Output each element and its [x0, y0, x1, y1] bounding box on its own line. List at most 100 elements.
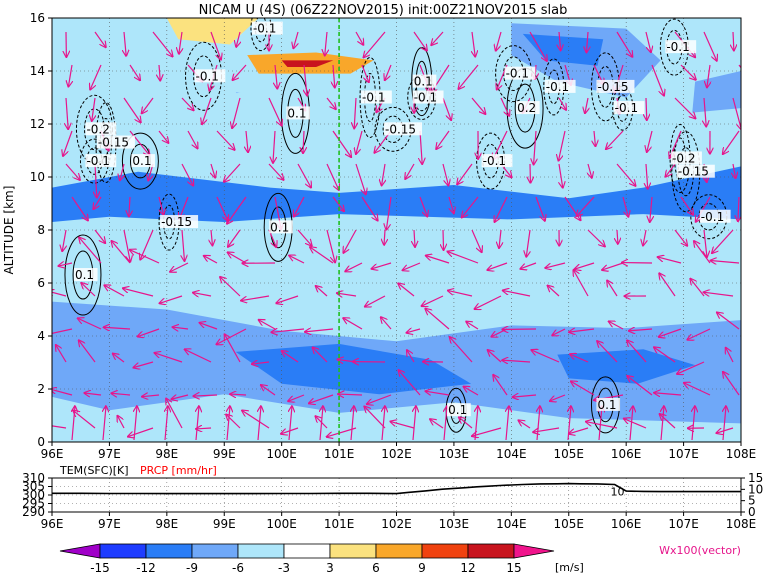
wind-vector [199, 323, 218, 330]
wind-vector [585, 97, 588, 113]
wind-vector [129, 196, 130, 217]
wind-vector [559, 163, 563, 188]
wind-vector [343, 229, 357, 253]
contour-label-bg [85, 122, 117, 136]
wind-vector [659, 414, 676, 429]
wind-vector [674, 229, 687, 246]
wind-vector [124, 31, 126, 56]
wind-vector [361, 196, 378, 221]
y-tick-label: 8 [37, 223, 45, 237]
wind-vector [413, 406, 416, 441]
contour-label-bg [699, 209, 731, 223]
wind-vector [502, 360, 531, 362]
wind-vector [181, 163, 193, 186]
wind-vector [103, 327, 131, 329]
wind-vector [79, 340, 96, 363]
surface-x-tick-label: 107E [668, 517, 699, 531]
contour-label-bg [85, 154, 117, 168]
wind-vector [471, 97, 486, 114]
wind-vector [443, 229, 444, 250]
wind-vector [616, 163, 636, 186]
wind-vector [142, 395, 160, 397]
wind-vector [303, 130, 304, 153]
wind-vector [92, 97, 95, 121]
wind-vector [111, 393, 131, 395]
contour-line [64, 234, 102, 316]
shaded-region [235, 343, 472, 395]
wind-vector [463, 386, 479, 396]
wind-vector [216, 130, 235, 150]
contour-line [121, 132, 159, 190]
contour-label-bg [96, 135, 135, 149]
wind-vector [158, 130, 169, 143]
contour-label-bg [516, 101, 540, 115]
wind-vector [680, 64, 696, 80]
wind-vector [228, 229, 241, 247]
y-tick-label: 16 [30, 11, 45, 25]
colorbar-box [329, 543, 377, 559]
colorbar-box [145, 543, 193, 559]
surface-x-tick-label: 97E [98, 517, 121, 531]
wind-vector [364, 406, 386, 429]
wind-vector [129, 64, 140, 80]
wind-vector [431, 64, 450, 93]
wind-vector [316, 286, 328, 297]
wind-vector [474, 295, 502, 309]
wind-vector [607, 280, 618, 297]
surface-right-tick-label: 10 [748, 482, 763, 496]
wind-vector [421, 295, 444, 306]
surface-x-tick-label: 100E [266, 517, 297, 531]
wind-vector [226, 414, 241, 429]
colorbar-label: -12 [136, 561, 156, 575]
wind-vector [297, 163, 311, 188]
shaded-region [281, 60, 334, 67]
wind-vector [72, 406, 75, 441]
surface-x-tick-label: 105E [554, 517, 585, 531]
wind-vector [52, 291, 67, 297]
wind-vector [288, 394, 305, 401]
wind-vector [224, 163, 241, 182]
wind-vector [450, 337, 473, 363]
contour-label-bg [194, 69, 226, 83]
wind-vector [658, 328, 682, 337]
wind-vector [210, 31, 221, 60]
wind-vector [444, 406, 447, 441]
wind-vector [677, 361, 705, 374]
wind-vector [609, 321, 624, 330]
contour-label: -0.15 [161, 215, 192, 229]
wind-vector [381, 317, 392, 330]
contour-label-bg [447, 403, 471, 417]
colorbar-label: 3 [326, 561, 334, 575]
x-tick-label: 102E [381, 447, 412, 461]
wind-vector [326, 97, 336, 109]
wind-vector [569, 427, 589, 434]
contour-label: 0.1 [287, 106, 306, 120]
wind-vector [93, 196, 102, 209]
wind-vector [425, 391, 450, 395]
colorbar-max-triangle [513, 543, 555, 559]
wind-vector [333, 64, 335, 88]
y-tick-label: 6 [37, 276, 45, 290]
wind-vector [204, 256, 218, 264]
wind-vector [232, 64, 247, 80]
wind-vector [94, 229, 105, 243]
contour-label: 0.1 [448, 403, 467, 417]
wind-vector [506, 406, 509, 441]
wind-vector [137, 328, 160, 337]
contour-label: -0.2 [86, 122, 109, 136]
wind-vector [252, 362, 270, 364]
wind-vector [716, 427, 734, 433]
wind-vector [674, 97, 696, 119]
wind-vector [472, 31, 475, 57]
wind-vector [732, 97, 741, 130]
wind-vector [726, 347, 734, 363]
wind-vector [627, 340, 647, 363]
wind-vector [120, 163, 124, 181]
wind-vector [261, 385, 276, 396]
wind-vector [326, 229, 335, 263]
wind-vector [550, 394, 566, 401]
x-tick-label: 106E [611, 447, 642, 461]
x-axis: 96E 97E 98E 99E 100E 101E 102E 103E 104E 105E 106E… [41, 442, 756, 461]
wind-vector [568, 406, 571, 441]
wind-vector [343, 318, 363, 330]
